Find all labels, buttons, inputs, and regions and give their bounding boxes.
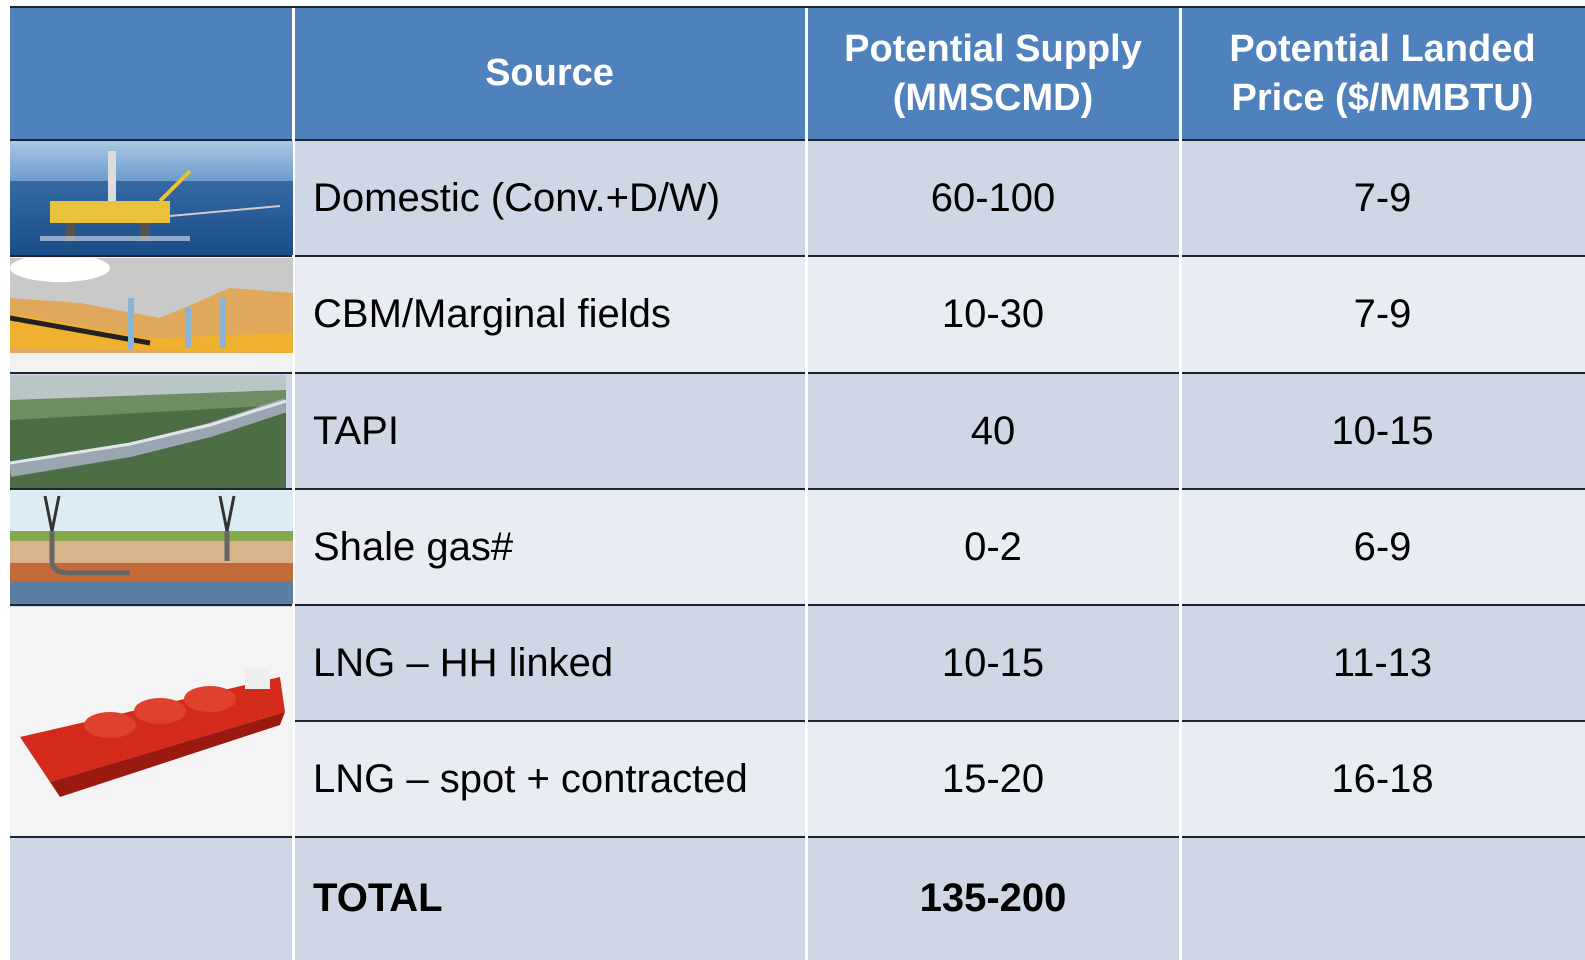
total-label: TOTAL: [293, 837, 806, 960]
column-divider: [805, 8, 808, 960]
source-cell: Shale gas#: [293, 489, 806, 605]
header-cell: Potential Landed Price ($/MMBTU): [1180, 8, 1585, 140]
value-cell: 60-100: [806, 140, 1180, 256]
row-divider: [10, 255, 1585, 257]
row-divider: [10, 372, 1585, 374]
value-cell: 40: [806, 373, 1180, 489]
header-cell: Source: [293, 8, 806, 140]
column-divider: [292, 8, 295, 960]
value-cell: 15-20: [806, 721, 1180, 837]
source-cell: LNG – spot + contracted: [293, 721, 806, 837]
source-cell: TAPI: [293, 373, 806, 489]
coalbed-diagram-image: [10, 258, 293, 372]
value-cell: 0-2: [806, 489, 1180, 605]
value-cell: 10-30: [806, 256, 1180, 373]
column-divider: [1179, 8, 1182, 960]
source-cell: Domestic (Conv.+D/W): [293, 140, 806, 256]
pipeline-image: [10, 375, 286, 488]
row-divider: [10, 488, 1585, 490]
row-divider: [10, 604, 1585, 606]
value-cell: 10-15: [806, 605, 1180, 721]
image-cell: [10, 837, 293, 960]
value-cell: 10-15: [1180, 373, 1585, 489]
source-cell: CBM/Marginal fields: [293, 256, 806, 373]
offshore-rig-image: [10, 141, 293, 255]
value-cell: 11-13: [1180, 605, 1585, 721]
header-cell: [10, 8, 293, 140]
row-divider: [10, 139, 1585, 141]
value-cell: 6-9: [1180, 489, 1585, 605]
lng-ship-image: [10, 607, 293, 835]
shale-gas-image: [10, 491, 293, 604]
header-cell: Potential Supply (MMSCMD): [806, 8, 1180, 140]
row-divider: [10, 836, 1585, 838]
empty-cell: [1180, 837, 1585, 960]
value-cell: 7-9: [1180, 256, 1585, 373]
row-divider: [293, 720, 1585, 722]
source-cell: LNG – HH linked: [293, 605, 806, 721]
top-border: [10, 6, 1585, 8]
value-cell: 16-18: [1180, 721, 1585, 837]
total-supply: 135-200: [806, 837, 1180, 960]
value-cell: 7-9: [1180, 140, 1585, 256]
